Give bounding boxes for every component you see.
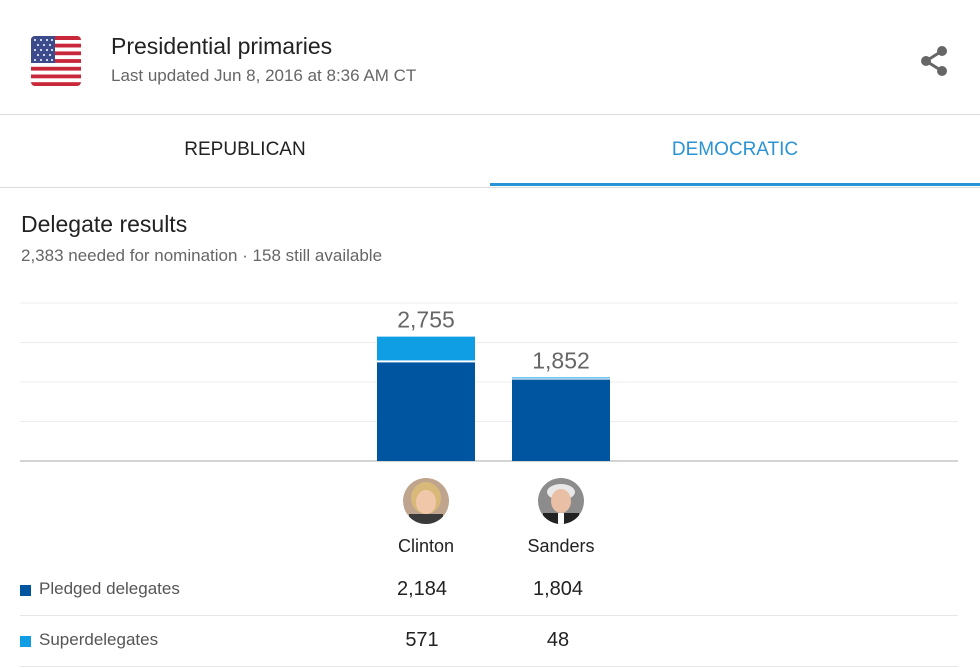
page-title: Presidential primaries (111, 33, 333, 59)
clinton-super-value: 571 (405, 629, 439, 651)
super-legend-swatch (20, 636, 31, 647)
us-flag-icon (31, 36, 81, 86)
pledged-legend-swatch (20, 585, 31, 596)
delegate-chart: 2,755 1,852 (20, 302, 958, 462)
candidate-name-clinton: Clinton (397, 536, 455, 556)
section-subtitle: 2,383 needed for nomination · 158 still … (21, 246, 383, 265)
tab-democratic[interactable]: DEMOCRATIC (490, 115, 980, 186)
clinton-portrait-icon (403, 478, 449, 524)
party-tabs: REPUBLICAN DEMOCRATIC (0, 115, 980, 188)
table-row: Superdelegates 571 48 (20, 616, 958, 667)
app-header: Presidential primaries Last updated Jun … (0, 0, 980, 115)
row-label: Superdelegates (39, 630, 159, 649)
total-label-sanders: 1,852 (532, 347, 590, 373)
bar-clinton-pledged (377, 362, 475, 461)
total-label-clinton: 2,755 (397, 307, 455, 333)
last-updated-text: Last updated Jun 8, 2016 at 8:36 AM CT (111, 66, 417, 85)
clinton-pledged-value: 2,184 (396, 578, 448, 600)
bar-sanders-pledged (512, 379, 610, 461)
sanders-portrait-icon (538, 478, 584, 524)
table-row: Pledged delegates 2,184 1,804 (20, 565, 958, 616)
sanders-pledged-value: 1,804 (532, 578, 584, 600)
row-label: Pledged delegates (39, 579, 180, 598)
bar-clinton-super (377, 336, 475, 361)
section-title: Delegate results (21, 211, 188, 237)
candidate-name-sanders: Sanders (527, 536, 595, 556)
sanders-super-value: 48 (546, 629, 570, 651)
tab-republican[interactable]: REPUBLICAN (184, 139, 306, 160)
bar-sanders-super (512, 377, 610, 379)
share-icon[interactable] (918, 44, 950, 78)
